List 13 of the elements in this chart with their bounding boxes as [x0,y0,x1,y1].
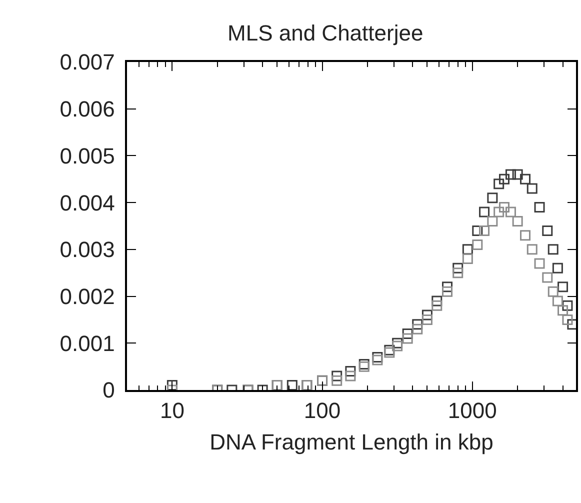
chart-title: MLS and Chatterjee [228,20,424,46]
y-tick-label: 0.002 [60,284,115,309]
y-tick-label: 0.004 [60,190,115,216]
y-tick-label: 0.001 [60,330,115,356]
y-tick-label: 0.003 [60,237,115,262]
x-tick-label: 10 [160,398,184,424]
x-axis-title: DNA Fragment Length in kbp [210,430,494,455]
y-tick-label: 0.005 [60,143,115,168]
y-tick-label: 0.006 [60,96,115,122]
x-tick-label: 100 [304,398,341,424]
y-tick-label: 0.007 [60,50,115,75]
y-tick-label: 0 [102,378,115,403]
x-tick-label: 1000 [448,398,497,424]
